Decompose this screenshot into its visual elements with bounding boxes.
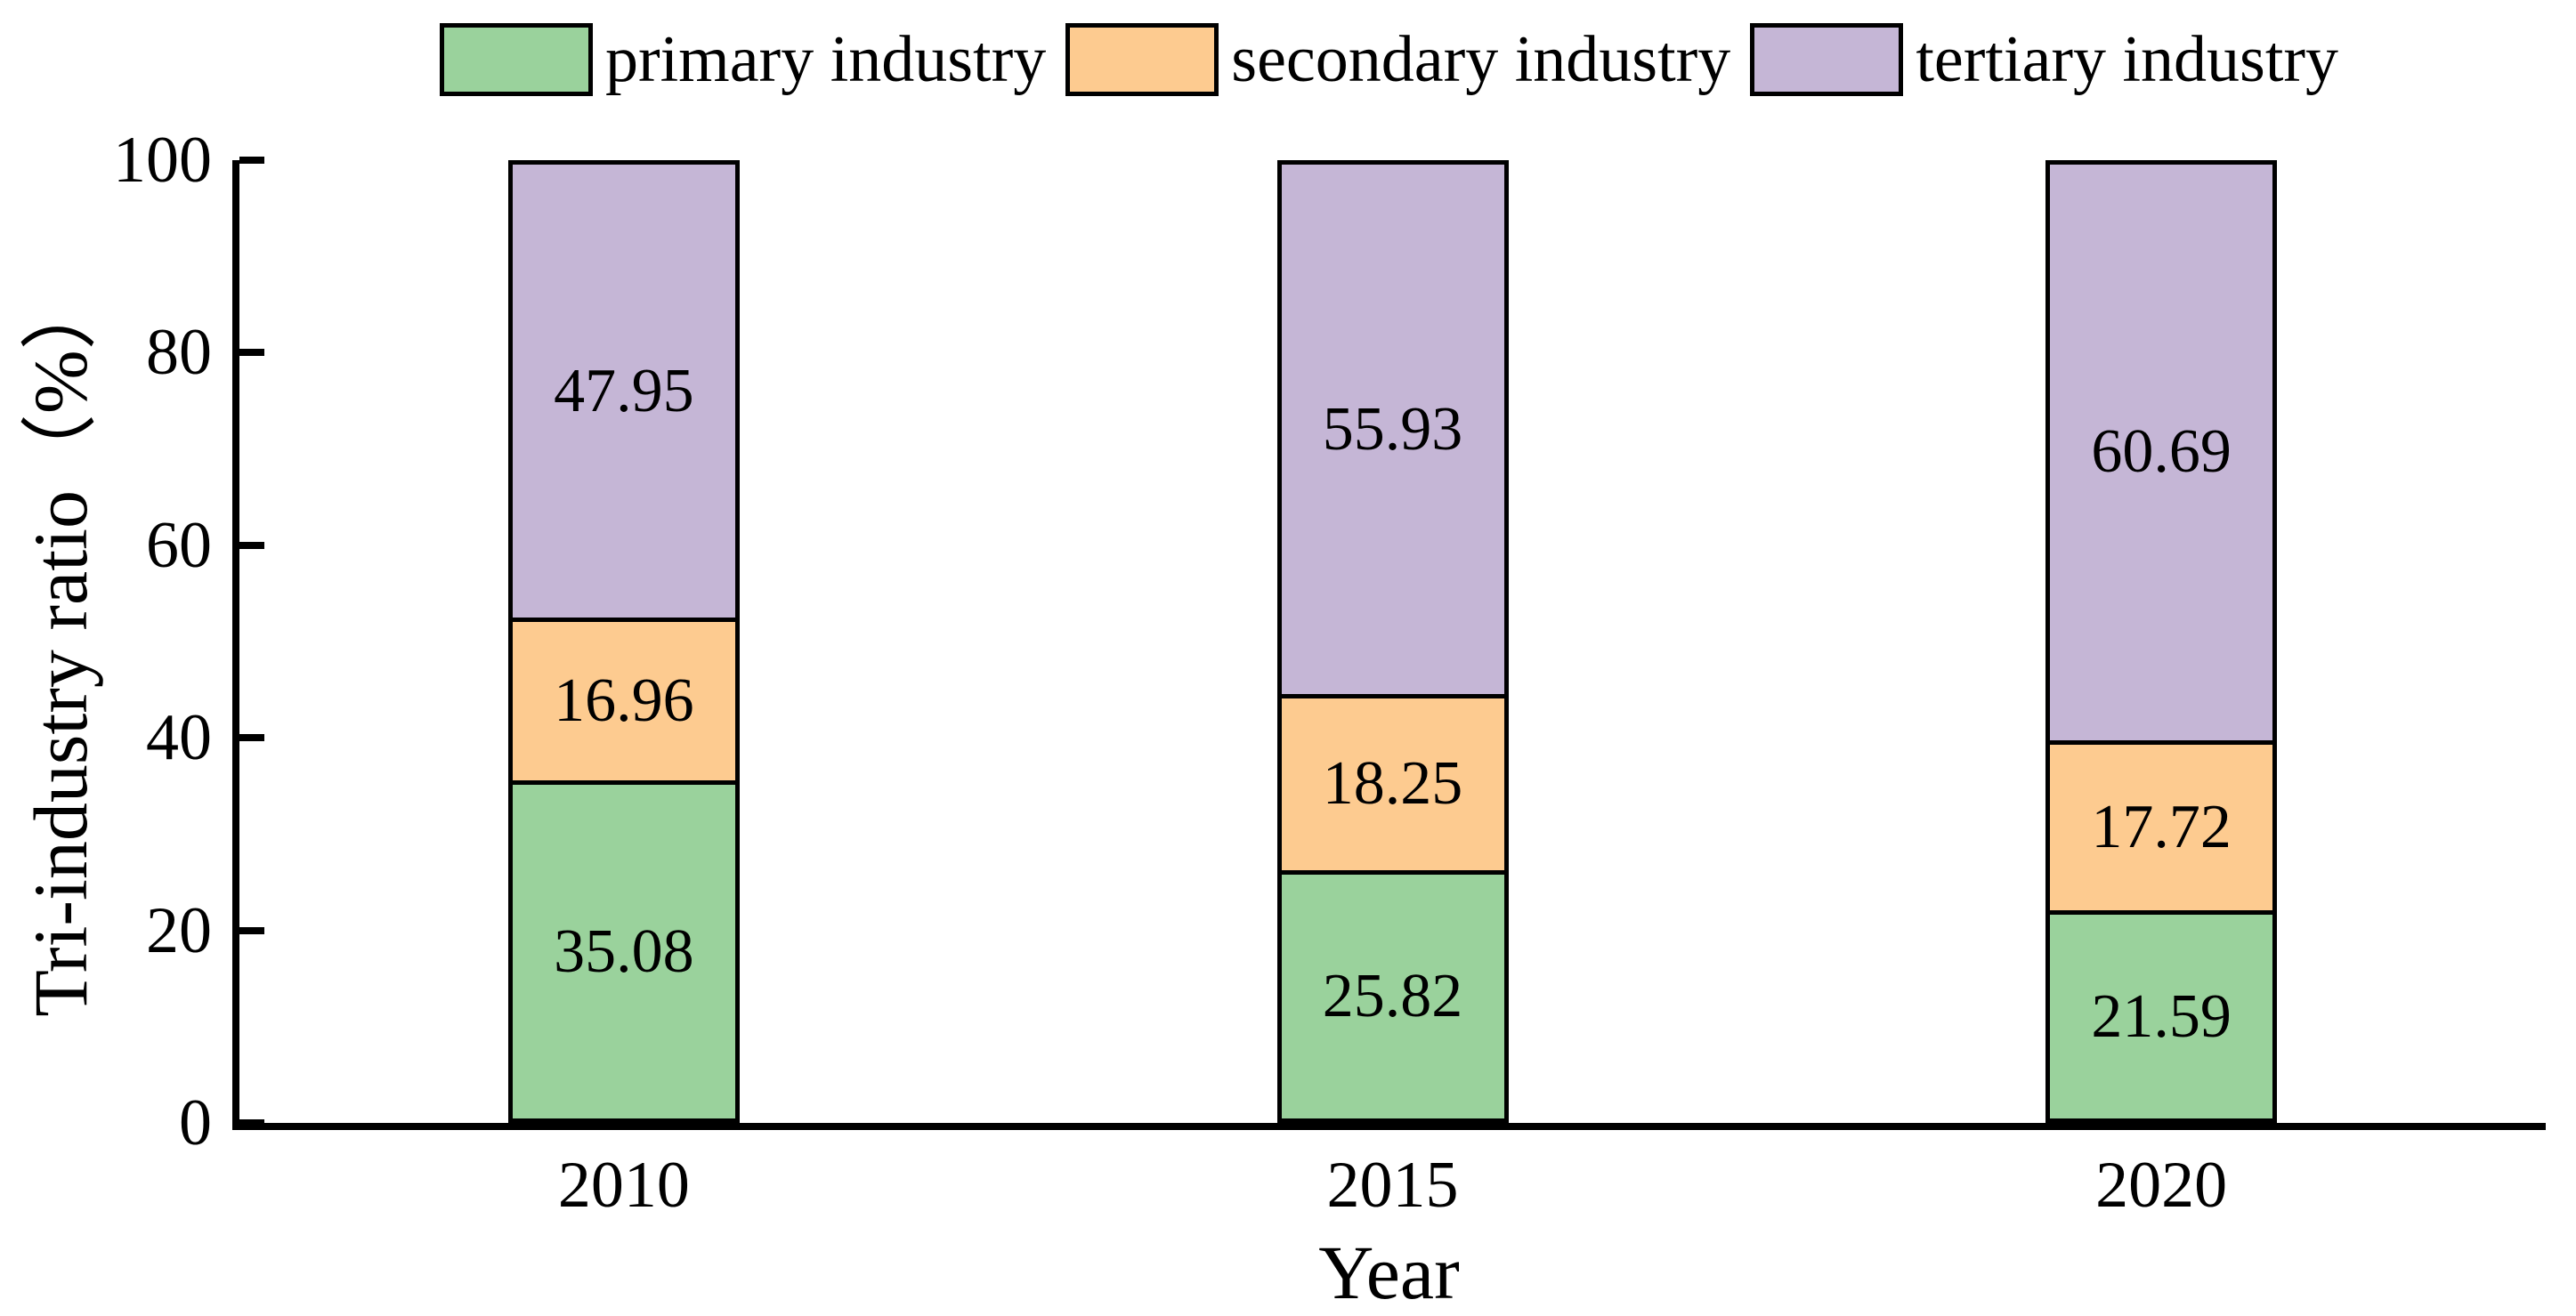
bar-value-label: 35.08 (554, 916, 694, 986)
y-tick-label-60: 60 (146, 508, 212, 582)
y-tick-40 (239, 734, 264, 742)
plot-area: 35.08 16.96 47.95 25.82 18.25 55.93 21.59 17.72… (232, 157, 2546, 1130)
y-tick-80 (239, 349, 264, 357)
legend-label-2: secondary industry (1231, 23, 1731, 96)
bar-segment-2020-secondary: 17.72 (2045, 744, 2278, 916)
y-tick-label-20: 20 (146, 893, 212, 967)
x-tick-label-2010: 2010 (557, 1149, 690, 1222)
bar-segment-2010-secondary: 16.96 (507, 621, 740, 786)
y-tick-0 (239, 1119, 264, 1126)
bar-segment-2010-tertiary: 47.95 (507, 160, 740, 622)
bar-value-label: 16.96 (554, 666, 694, 736)
bar-value-label: 47.95 (554, 356, 694, 425)
y-tick-label-100: 100 (113, 124, 212, 197)
bar-value-label: 18.25 (1322, 749, 1463, 819)
legend-swatch-2 (1065, 23, 1219, 96)
y-tick-20 (239, 926, 264, 934)
bar-value-label: 21.59 (2091, 981, 2232, 1051)
legend-swatch-1 (439, 23, 593, 96)
y-tick-label-80: 80 (146, 316, 212, 390)
legend-swatch-3 (1750, 23, 1904, 96)
y-tick-label-40: 40 (146, 701, 212, 775)
bar-segment-2020-primary: 21.59 (2045, 915, 2278, 1123)
legend-item-3: tertiary industry (1750, 23, 2338, 96)
bar-value-label: 17.72 (2091, 793, 2232, 862)
bar-value-label: 25.82 (1322, 961, 1463, 1030)
bar-segment-2015-primary: 25.82 (1276, 874, 1509, 1123)
x-tick-label-2015: 2015 (1326, 1149, 1459, 1222)
y-tick-label-0: 0 (179, 1086, 212, 1159)
y-tick-100 (239, 157, 264, 164)
bar-value-label: 55.93 (1322, 394, 1463, 464)
bar-segment-2015-secondary: 18.25 (1276, 698, 1509, 875)
legend-label-3: tertiary industry (1916, 23, 2339, 96)
bar-value-label: 60.69 (2091, 417, 2232, 487)
legend-item-2: secondary industry (1065, 23, 1730, 96)
legend: primary industry secondary industry tertia… (232, 20, 2546, 100)
bar-segment-2015-tertiary: 55.93 (1276, 160, 1509, 699)
bar-segment-2010-primary: 35.08 (507, 785, 740, 1123)
legend-label-1: primary industry (604, 23, 1047, 96)
y-tick-60 (239, 541, 264, 549)
x-axis-title: Year (1318, 1230, 1460, 1315)
legend-item-1: primary industry (439, 23, 1047, 96)
bar-segment-2020-tertiary: 60.69 (2045, 160, 2278, 745)
x-tick-label-2020: 2020 (2095, 1149, 2228, 1222)
